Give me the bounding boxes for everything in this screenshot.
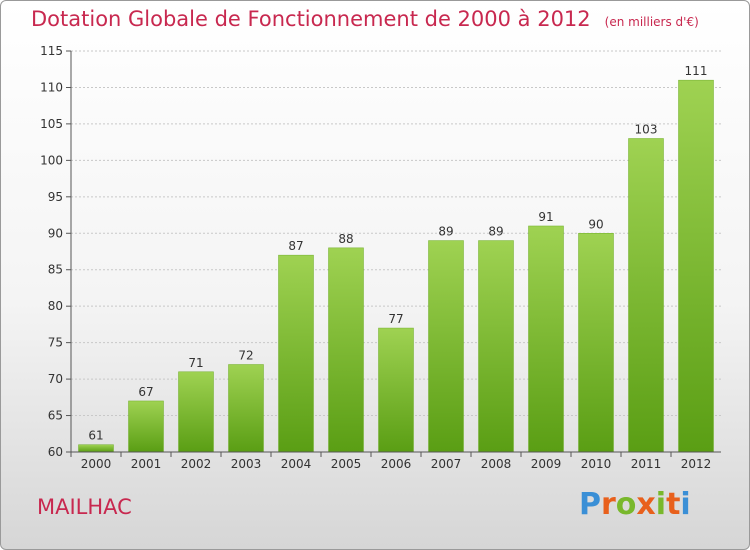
data-label-2002: 71	[188, 356, 203, 370]
x-tick-label-2008: 2008	[481, 457, 512, 471]
bar-2008	[478, 240, 514, 453]
x-tick-label-2000: 2000	[81, 457, 112, 471]
x-tick-label-2007: 2007	[431, 457, 462, 471]
y-tick-label-75: 75	[48, 336, 63, 350]
logo-letter: t	[666, 487, 681, 522]
data-label-2001: 67	[138, 385, 153, 399]
labels: 60 65 70 75 80 85 90 95 100 105 110 115 61 2000 67 2001…	[40, 44, 711, 471]
x-tick-label-2001: 2001	[131, 457, 162, 471]
bar-2000	[78, 444, 114, 453]
x-tick-label-2002: 2002	[181, 457, 212, 471]
y-tick-label-95: 95	[48, 190, 63, 204]
data-label-2012: 111	[685, 64, 708, 78]
y-tick-label-70: 70	[48, 372, 63, 386]
y-tick-label-110: 110	[40, 80, 63, 94]
x-tick-label-2010: 2010	[581, 457, 612, 471]
chart-title: Dotation Globale de Fonctionnement de 20…	[31, 7, 591, 31]
y-tick-label-100: 100	[40, 153, 63, 167]
bar-2002	[178, 371, 214, 453]
y-tick-label-65: 65	[48, 409, 63, 423]
x-tick-label-2011: 2011	[631, 457, 662, 471]
x-tick-label-2009: 2009	[531, 457, 562, 471]
axes	[66, 50, 721, 457]
data-label-2011: 103	[635, 122, 658, 136]
data-label-2009: 91	[538, 210, 553, 224]
data-label-2005: 88	[338, 232, 353, 246]
bar-2001	[128, 400, 164, 453]
bar-2005	[328, 247, 364, 453]
logo-letter: o	[615, 487, 637, 522]
bar-2007	[428, 240, 464, 453]
y-tick-label-85: 85	[48, 263, 63, 277]
data-label-2010: 90	[588, 217, 603, 231]
bars	[78, 79, 714, 453]
bar-2009	[528, 225, 564, 453]
bar-2003	[228, 364, 264, 453]
proxiti-logo: Proxiti	[579, 487, 691, 522]
x-tick-label-2004: 2004	[281, 457, 312, 471]
x-tick-label-2012: 2012	[681, 457, 712, 471]
data-label-2007: 89	[438, 225, 453, 239]
x-tick-label-2005: 2005	[331, 457, 362, 471]
data-label-2000: 61	[88, 429, 103, 443]
data-label-2003: 72	[238, 349, 253, 363]
chart-title-line: Dotation Globale de Fonctionnement de 20…	[31, 7, 699, 31]
logo-letter: x	[636, 487, 656, 522]
bar-2006	[378, 327, 414, 453]
y-tick-label-115: 115	[40, 44, 63, 58]
logo-letter: i	[680, 487, 691, 522]
y-tick-label-90: 90	[48, 226, 63, 240]
data-label-2006: 77	[388, 312, 403, 326]
y-tick-label-105: 105	[40, 117, 63, 131]
x-tick-label-2003: 2003	[231, 457, 262, 471]
logo-letter: P	[579, 487, 601, 522]
data-label-2008: 89	[488, 225, 503, 239]
x-tick-label-2006: 2006	[381, 457, 412, 471]
bar-2012	[678, 79, 714, 453]
y-tick-label-60: 60	[48, 445, 63, 459]
bar-2004	[278, 254, 314, 453]
y-tick-label-80: 80	[48, 299, 63, 313]
logo-letter: r	[601, 487, 616, 522]
chart-unit: (en milliers d'€)	[604, 15, 699, 29]
bar-2010	[578, 233, 614, 453]
bar-2011	[628, 138, 664, 453]
data-label-2004: 87	[288, 239, 303, 253]
commune-name: MAILHAC	[37, 495, 132, 519]
logo-letter: i	[655, 487, 667, 522]
